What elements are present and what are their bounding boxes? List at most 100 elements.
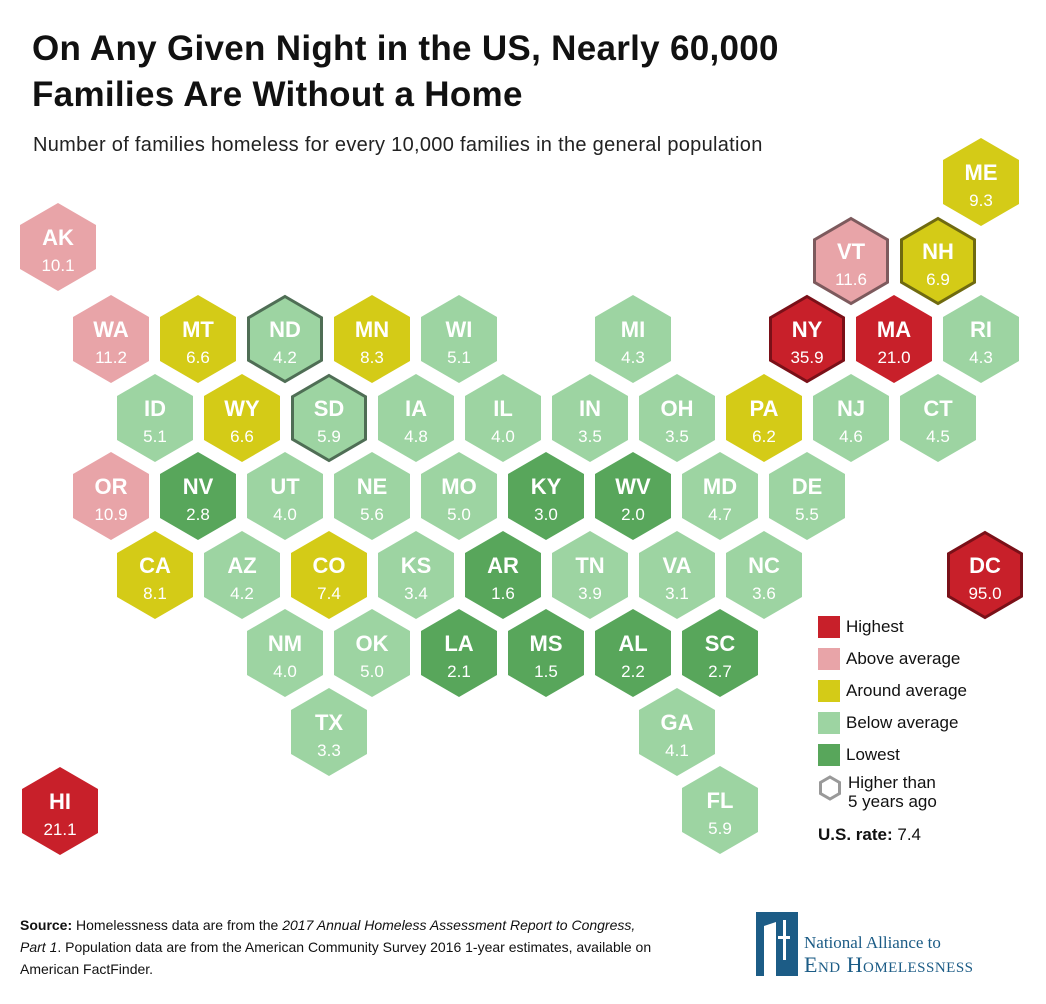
hexagon-shape <box>204 374 280 462</box>
us-rate-value: 7.4 <box>897 825 922 844</box>
legend-item-below: Below average <box>818 707 967 739</box>
state-code: NY <box>792 317 823 342</box>
logo-text: National Alliance to End Homelessness <box>804 934 974 976</box>
logo-line-1: National Alliance to <box>804 933 941 952</box>
state-hex-nc: NC 3.6 <box>726 531 802 619</box>
source-text: Homelessness data are from the <box>72 917 283 933</box>
hexagon-shape <box>947 530 1023 620</box>
state-code: IA <box>405 396 427 421</box>
legend-label: Around average <box>846 681 967 700</box>
hexagon-shape <box>247 452 323 540</box>
state-value: 95.0 <box>968 584 1001 603</box>
swatch-lowest <box>818 744 840 766</box>
state-hex-mi: MI 4.3 <box>595 295 671 383</box>
hexagon-shape <box>813 216 889 306</box>
state-code: AZ <box>227 553 256 578</box>
hexagon-shape <box>639 688 715 776</box>
hexagon-shape <box>726 374 802 462</box>
hexagon-shape <box>204 531 280 619</box>
state-hex-ok: OK 5.0 <box>334 609 410 697</box>
state-code: VA <box>663 553 692 578</box>
hexagon-shape <box>639 374 715 462</box>
state-code: ME <box>965 160 998 185</box>
state-code: TX <box>315 710 343 735</box>
state-value: 3.3 <box>317 741 341 760</box>
state-code: FL <box>707 788 734 813</box>
state-hex-ut: UT 4.0 <box>247 452 323 540</box>
legend-outline-line2: 5 years ago <box>848 792 937 811</box>
state-code: SD <box>314 396 345 421</box>
state-value: 4.3 <box>969 348 993 367</box>
state-hex-oh: OH 3.5 <box>639 374 715 462</box>
state-value: 4.8 <box>404 427 428 446</box>
legend-label: Below average <box>846 713 959 732</box>
state-hex-co: CO 7.4 <box>291 531 367 619</box>
hexagon-shape <box>552 374 628 462</box>
state-hex-nm: NM 4.0 <box>247 609 323 697</box>
state-value: 3.5 <box>578 427 602 446</box>
state-value: 8.1 <box>143 584 167 603</box>
state-code: DC <box>969 553 1001 578</box>
state-value: 2.1 <box>447 662 471 681</box>
state-hex-id: ID 5.1 <box>117 374 193 462</box>
state-hex-mo: MO 5.0 <box>421 452 497 540</box>
hexagon-shape <box>378 531 454 619</box>
state-value: 2.7 <box>708 662 732 681</box>
hexagon-shape <box>117 374 193 462</box>
state-value: 3.6 <box>752 584 776 603</box>
state-value: 4.5 <box>926 427 950 446</box>
state-value: 5.9 <box>708 819 732 838</box>
hexagon-shape <box>291 373 367 463</box>
hexagon-shape <box>508 452 584 540</box>
state-value: 4.0 <box>273 662 297 681</box>
state-value: 4.2 <box>230 584 254 603</box>
state-code: GA <box>661 710 694 735</box>
state-value: 4.7 <box>708 505 732 524</box>
hexagon-shape <box>508 609 584 697</box>
hexagon-shape <box>160 452 236 540</box>
state-code: TN <box>575 553 604 578</box>
state-value: 6.6 <box>230 427 254 446</box>
state-code: WI <box>446 317 473 342</box>
state-code: MT <box>182 317 214 342</box>
state-hex-il: IL 4.0 <box>465 374 541 462</box>
state-hex-wa: WA 11.2 <box>73 295 149 383</box>
legend-label: Lowest <box>846 745 900 764</box>
hexagon-shape <box>291 531 367 619</box>
source-text-2: . Population data are from the American … <box>20 939 652 977</box>
legend-item-outline: Higher than 5 years ago <box>818 773 967 811</box>
state-value: 21.1 <box>43 820 76 839</box>
state-hex-tn: TN 3.9 <box>552 531 628 619</box>
hexagon-shape <box>769 294 845 384</box>
hexagon-shape <box>900 216 976 306</box>
hexagon-shape <box>421 452 497 540</box>
state-value: 3.4 <box>404 584 428 603</box>
source-label: Source: <box>20 917 73 933</box>
state-code: KS <box>401 553 432 578</box>
hexagon-shape <box>813 374 889 462</box>
state-code: NC <box>748 553 780 578</box>
source-note: Source: Homelessness data are from the 2… <box>20 914 660 980</box>
state-hex-ga: GA 4.1 <box>639 688 715 776</box>
state-value: 8.3 <box>360 348 384 367</box>
hexagon-outline-icon <box>819 775 841 801</box>
legend-outline-line1: Higher than <box>848 773 936 792</box>
state-code: MO <box>441 474 476 499</box>
hexagon-shape <box>22 767 98 855</box>
hexagon-shape <box>334 295 410 383</box>
state-hex-nv: NV 2.8 <box>160 452 236 540</box>
state-code: MS <box>530 631 563 656</box>
hexagon-shape <box>117 531 193 619</box>
state-code: KY <box>531 474 562 499</box>
state-hex-me: ME 9.3 <box>943 138 1019 226</box>
state-hex-al: AL 2.2 <box>595 609 671 697</box>
state-code: MI <box>621 317 645 342</box>
swatch-around <box>818 680 840 702</box>
state-hex-az: AZ 4.2 <box>204 531 280 619</box>
hexagon-shape <box>73 295 149 383</box>
state-value: 3.1 <box>665 584 689 603</box>
state-hex-md: MD 4.7 <box>682 452 758 540</box>
title-line-1: On Any Given Night in the US, Nearly 60,… <box>32 29 779 68</box>
state-hex-nh: NH 6.9 <box>900 216 976 306</box>
